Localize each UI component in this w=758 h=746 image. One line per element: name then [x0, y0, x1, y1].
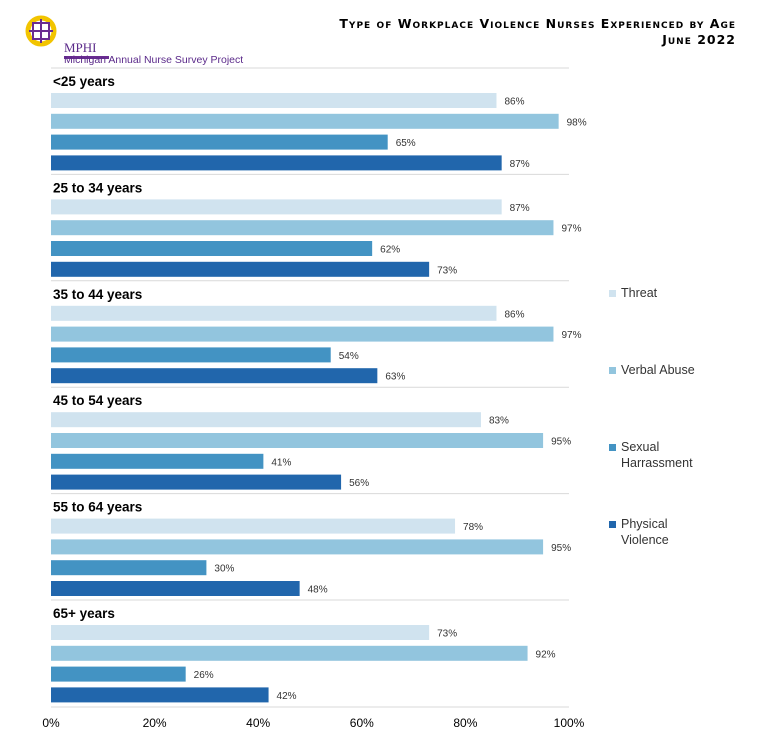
category-label: 65+ years — [53, 606, 115, 621]
logo-name: MPHI — [64, 40, 109, 59]
x-tick-label: 0% — [42, 716, 60, 730]
bar-verbal-abuse — [51, 326, 554, 342]
legend-swatch — [609, 290, 616, 297]
category-label: 45 to 54 years — [53, 393, 142, 408]
data-label: 26% — [194, 670, 214, 681]
data-label: 41% — [271, 457, 291, 468]
data-label: 83% — [489, 416, 509, 427]
x-tick-label: 100% — [554, 716, 585, 730]
data-label: 87% — [510, 159, 530, 170]
bar-verbal-abuse — [51, 220, 554, 236]
data-label: 87% — [510, 203, 530, 214]
data-label: 86% — [504, 309, 524, 320]
bar-physical-violence — [51, 368, 378, 384]
bar-sexual-harrassment — [51, 453, 264, 469]
bar-verbal-abuse — [51, 645, 528, 661]
category-label: 35 to 44 years — [53, 287, 142, 302]
bar-physical-violence — [51, 687, 269, 703]
legend-label: Physical — [621, 517, 668, 531]
bar-threat — [51, 93, 497, 108]
bar-physical-violence — [51, 581, 300, 596]
bar-verbal-abuse — [51, 113, 559, 129]
data-label: 95% — [551, 437, 571, 448]
legend-swatch — [609, 367, 616, 374]
data-label: 97% — [561, 330, 581, 341]
bar-verbal-abuse — [51, 433, 544, 448]
data-label: 98% — [567, 117, 587, 128]
bar-threat — [51, 412, 481, 428]
bar-sexual-harrassment — [51, 666, 186, 682]
data-label: 62% — [380, 245, 400, 256]
bar-threat — [51, 199, 502, 215]
legend-label: Threat — [621, 286, 658, 300]
data-label: 42% — [277, 691, 297, 702]
logo-subtitle: Michigan Annual Nurse Survey Project — [64, 54, 244, 66]
data-label: 86% — [504, 97, 524, 108]
logo-emblem-icon — [25, 15, 57, 47]
data-label: 56% — [349, 478, 369, 489]
chart-title-block: Type of Workplace Violence Nurses Experi… — [339, 16, 736, 48]
category-label: 25 to 34 years — [53, 180, 142, 195]
data-label: 30% — [214, 564, 234, 575]
bar-sexual-harrassment — [51, 134, 388, 150]
chart-title: Type of Workplace Violence Nurses Experi… — [339, 16, 736, 31]
legend-label: Verbal Abuse — [621, 363, 695, 377]
bar-sexual-harrassment — [51, 560, 207, 576]
bar-physical-violence — [51, 474, 342, 490]
chart-subtitle: June 2022 — [662, 32, 736, 47]
legend-swatch — [609, 444, 616, 451]
data-label: 48% — [308, 585, 328, 596]
x-tick-label: 80% — [453, 716, 477, 730]
bar-verbal-abuse — [51, 539, 544, 555]
legend-label: Violence — [621, 533, 669, 547]
legend-label: Harrassment — [621, 456, 693, 470]
data-label: 95% — [551, 543, 571, 554]
category-label: <25 years — [53, 74, 115, 89]
legend-label: Sexual — [621, 440, 659, 454]
bar-sexual-harrassment — [51, 347, 331, 363]
bar-threat — [51, 625, 430, 640]
bar-threat — [51, 518, 456, 534]
data-label: 92% — [536, 649, 556, 660]
x-tick-label: 60% — [350, 716, 374, 730]
category-label: 55 to 64 years — [53, 500, 142, 515]
data-label: 73% — [437, 265, 457, 276]
bar-physical-violence — [51, 261, 430, 277]
data-label: 54% — [339, 351, 359, 362]
data-label: 73% — [437, 629, 457, 640]
data-label: 63% — [385, 372, 405, 383]
data-label: 65% — [396, 138, 416, 149]
bar-physical-violence — [51, 155, 502, 171]
x-tick-label: 40% — [246, 716, 270, 730]
legend-swatch — [609, 521, 616, 528]
data-label: 78% — [463, 522, 483, 533]
bar-sexual-harrassment — [51, 241, 373, 256]
x-tick-label: 20% — [143, 716, 167, 730]
data-label: 97% — [561, 224, 581, 235]
bar-threat — [51, 305, 497, 321]
